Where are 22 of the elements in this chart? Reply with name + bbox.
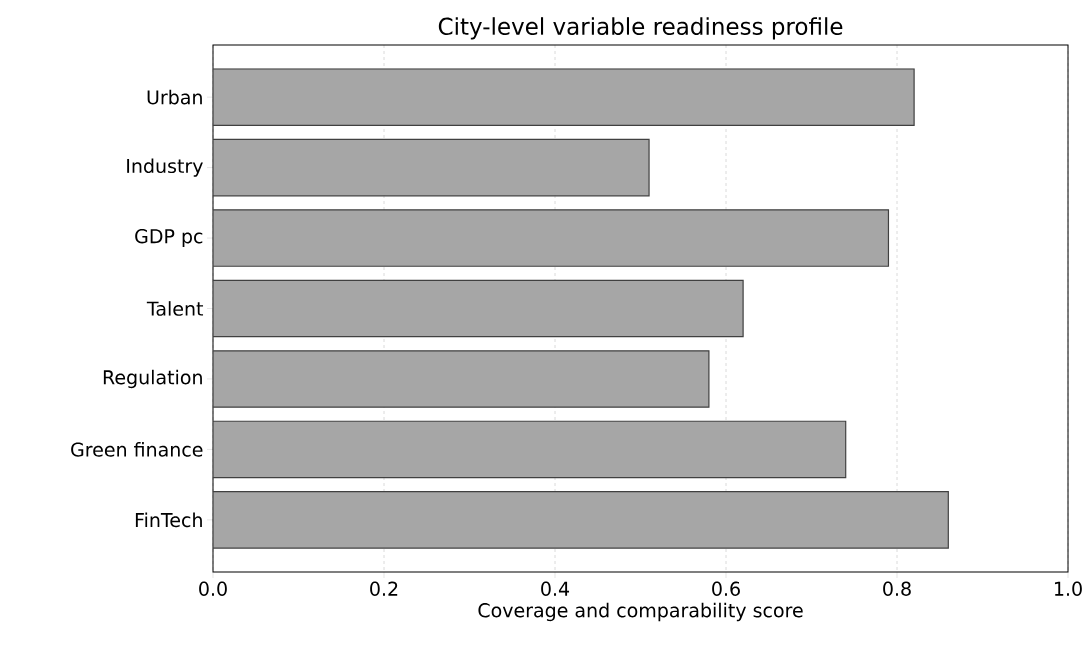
x-tick-label: 0.0 — [199, 581, 227, 596]
x-tick-label: 0.6 — [712, 581, 740, 596]
y-tick-label: Regulation — [103, 369, 202, 389]
x-axis-title: Coverage and comparability score — [478, 602, 803, 622]
x-tick-label: 0.2 — [370, 581, 398, 596]
y-tick-label: Green finance — [71, 442, 203, 457]
bar — [213, 350, 710, 408]
bar — [213, 491, 949, 549]
y-tick-label: GDP pc — [135, 229, 203, 248]
bar — [213, 279, 744, 338]
x-tick-label: 1.0 — [1054, 581, 1082, 596]
bar — [213, 68, 915, 126]
x-tick-label: 0.4 — [541, 581, 570, 596]
chart-title: City-level variable readiness profile — [438, 17, 843, 40]
bar — [213, 420, 847, 479]
x-tick-label: 0.8 — [883, 581, 911, 596]
bar — [213, 138, 650, 197]
bar — [213, 209, 890, 267]
y-tick-label: FinTech — [135, 512, 202, 528]
y-tick-label: Urban — [147, 89, 202, 105]
y-tick-label: Talent — [146, 301, 204, 316]
y-tick-label: Industry — [127, 158, 203, 177]
